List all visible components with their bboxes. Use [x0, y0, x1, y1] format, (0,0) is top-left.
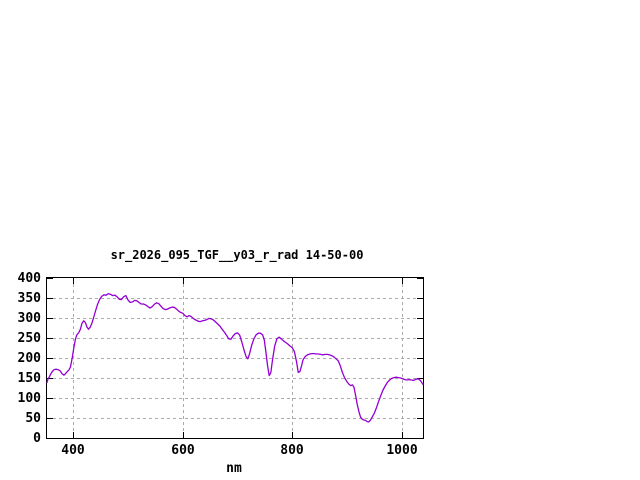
plot-border — [46, 277, 424, 439]
y-tick-label: 0 — [33, 431, 41, 446]
y-tick-label: 400 — [18, 271, 42, 286]
x-tick-label: 400 — [61, 443, 85, 458]
x-tick-label: 600 — [171, 443, 195, 458]
grid-layer — [47, 278, 423, 438]
y-tick-label: 100 — [18, 391, 42, 406]
x-tick-label: 800 — [280, 443, 304, 458]
y-tick-label: 350 — [18, 291, 42, 306]
y-tick-label: 200 — [18, 351, 42, 366]
chart-title: sr_2026_095_TGF__y03_r_rad 14-50-00 — [111, 248, 364, 263]
tick-label-layer: 400 600 800 1000 0 50 100 150 200 250 300 350 400 — [18, 271, 418, 458]
y-tick-label: 300 — [18, 311, 42, 326]
y-tick-label: 150 — [18, 371, 42, 386]
tick-layer — [47, 278, 423, 439]
spectrum-line — [46, 292, 424, 423]
y-tick-label: 250 — [18, 331, 42, 346]
x-tick-label: 1000 — [386, 443, 417, 458]
y-tick-label: 50 — [25, 411, 41, 426]
x-axis-label: nm — [226, 461, 242, 476]
